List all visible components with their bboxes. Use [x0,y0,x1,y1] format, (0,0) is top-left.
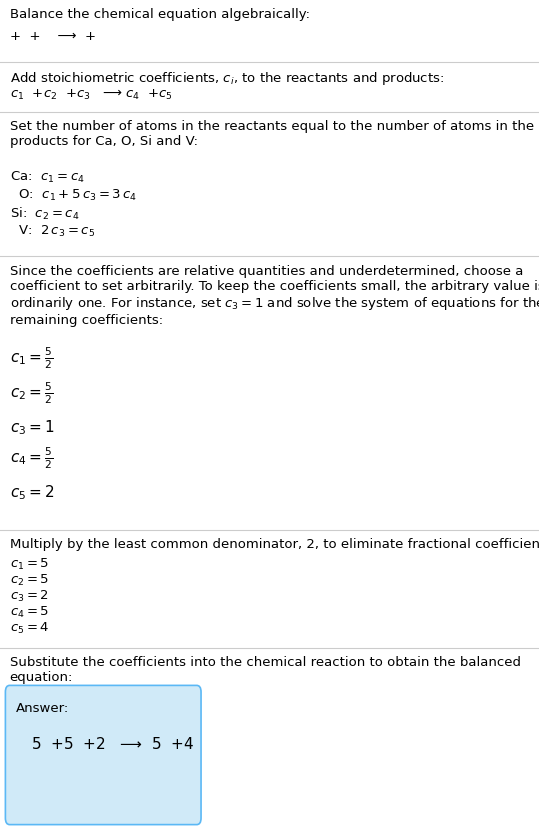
Text: $c_4 = \frac{5}{2}$: $c_4 = \frac{5}{2}$ [10,445,53,471]
Text: +  +    ⟶  +: + + ⟶ + [10,30,96,43]
Text: $c_5 = 4$: $c_5 = 4$ [10,621,49,636]
Text: $5$  +$5$  +$2$   ⟶  $5$  +$4$: $5$ +$5$ +$2$ ⟶ $5$ +$4$ [31,736,195,752]
Text: O:  $c_1 +5\,c_3 = 3\,c_4$: O: $c_1 +5\,c_3 = 3\,c_4$ [10,188,137,203]
Text: Multiply by the least common denominator, 2, to eliminate fractional coefficient: Multiply by the least common denominator… [10,538,539,551]
FancyBboxPatch shape [5,686,201,824]
Text: $c_3 = 2$: $c_3 = 2$ [10,589,49,604]
Text: $c_2 = \frac{5}{2}$: $c_2 = \frac{5}{2}$ [10,380,53,406]
Text: $c_1$  +$c_2$  +$c_3$   ⟶ $c_4$  +$c_5$: $c_1$ +$c_2$ +$c_3$ ⟶ $c_4$ +$c_5$ [10,88,172,102]
Text: Ca:  $c_1 = c_4$: Ca: $c_1 = c_4$ [10,170,85,185]
Text: $c_4 = 5$: $c_4 = 5$ [10,605,49,620]
Text: $c_5 = 2$: $c_5 = 2$ [10,484,54,502]
Text: $c_3 = 1$: $c_3 = 1$ [10,419,54,437]
Text: Answer:: Answer: [16,702,70,715]
Text: V:  $2\,c_3 = c_5$: V: $2\,c_3 = c_5$ [10,224,95,239]
Text: $c_1 = 5$: $c_1 = 5$ [10,557,49,572]
Text: Set the number of atoms in the reactants equal to the number of atoms in the
pro: Set the number of atoms in the reactants… [10,120,534,148]
Text: Substitute the coefficients into the chemical reaction to obtain the balanced
eq: Substitute the coefficients into the che… [10,656,521,684]
Text: $c_2 = 5$: $c_2 = 5$ [10,573,49,588]
Text: Add stoichiometric coefficients, $c_i$, to the reactants and products:: Add stoichiometric coefficients, $c_i$, … [10,70,444,87]
Text: $c_1 = \frac{5}{2}$: $c_1 = \frac{5}{2}$ [10,345,53,371]
Text: Since the coefficients are relative quantities and underdetermined, choose a
coe: Since the coefficients are relative quan… [10,265,539,327]
Text: Balance the chemical equation algebraically:: Balance the chemical equation algebraica… [10,8,310,21]
Text: Si:  $c_2 = c_4$: Si: $c_2 = c_4$ [10,206,79,222]
